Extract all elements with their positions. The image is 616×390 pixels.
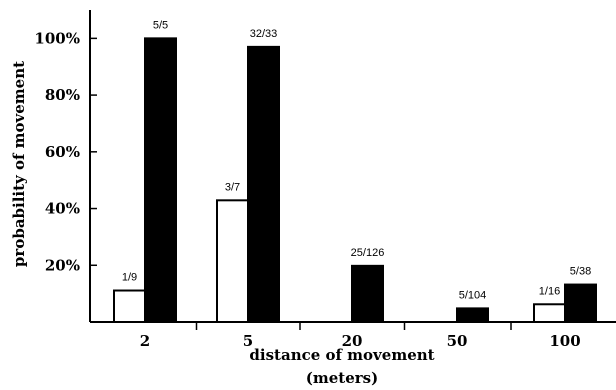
x-tick-label: 100 bbox=[549, 332, 580, 350]
y-tick-label: 60% bbox=[45, 143, 80, 161]
y-tick-label: 100% bbox=[34, 29, 80, 47]
black-bar bbox=[351, 264, 384, 323]
black-bar bbox=[456, 307, 489, 324]
bar-data-label: 1/9 bbox=[122, 272, 137, 284]
x-tick-label: 5 bbox=[243, 332, 253, 350]
x-tick-label: 2 bbox=[140, 332, 150, 350]
white-bar bbox=[533, 303, 566, 324]
bar-data-label: 25/126 bbox=[351, 247, 385, 259]
bar-data-label: 5/104 bbox=[459, 289, 487, 301]
white-bar bbox=[216, 199, 249, 324]
bar-data-label: 5/38 bbox=[570, 266, 591, 278]
x-tick-label: 50 bbox=[447, 332, 468, 350]
x-axis-title: distance of movement bbox=[249, 346, 434, 364]
bar-data-label: 32/33 bbox=[250, 28, 278, 40]
plot-area: 20% 40% 60% 80% 100% 2 5 20 50 100 1/9 3/7 1/16 5/5 32… bbox=[34, 10, 616, 350]
y-tick-label: 40% bbox=[45, 200, 80, 218]
y-tick-label: 80% bbox=[45, 86, 80, 104]
x-axis-title-units: (meters) bbox=[306, 369, 378, 387]
black-bar bbox=[144, 37, 177, 323]
bar-data-label: 5/5 bbox=[153, 19, 168, 31]
bar-data-label: 1/16 bbox=[539, 285, 560, 297]
bar-data-label: 3/7 bbox=[225, 181, 240, 193]
y-axis-title: probability of movement bbox=[10, 61, 28, 267]
black-bar bbox=[247, 45, 280, 323]
x-tick-label: 20 bbox=[342, 332, 363, 350]
white-bar bbox=[113, 289, 146, 323]
black-bar bbox=[564, 283, 597, 323]
y-tick-label: 20% bbox=[45, 256, 80, 274]
